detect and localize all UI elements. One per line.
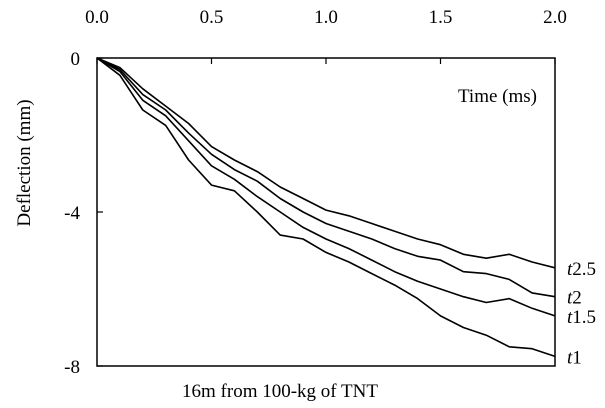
series-line-t1-5 [96,57,556,317]
x-tick-label: 0.5 [200,7,224,28]
series-label-t1: t1 [567,347,582,368]
x-tick-label: 0.0 [85,7,109,28]
series-lines [96,57,556,358]
chart-caption: 16m from 100-kg of TNT [182,381,378,402]
series-label-t2-5: t2.5 [567,259,596,280]
y-axis-ticks: 0 -4 -8 [64,49,103,378]
x-axis-ticks: 0.0 0.5 1.0 1.5 2.0 [85,7,567,64]
x-axis-title: Time (ms) [458,86,537,107]
series-line-t2-5 [96,57,556,269]
series-line-t2 [96,57,556,298]
x-tick-label: 1.0 [314,7,338,28]
series-line-t1 [96,57,556,358]
series-label-t2: t2 [567,288,582,309]
x-tick-label: 1.5 [429,7,453,28]
y-tick-label: 0 [71,49,81,70]
y-tick-label: -4 [64,203,80,224]
x-tick-label: 2.0 [543,7,567,28]
y-axis-title: Deflection (mm) [14,99,35,226]
y-tick-label: -8 [64,357,80,378]
series-label-t1-5: t1.5 [567,307,596,328]
